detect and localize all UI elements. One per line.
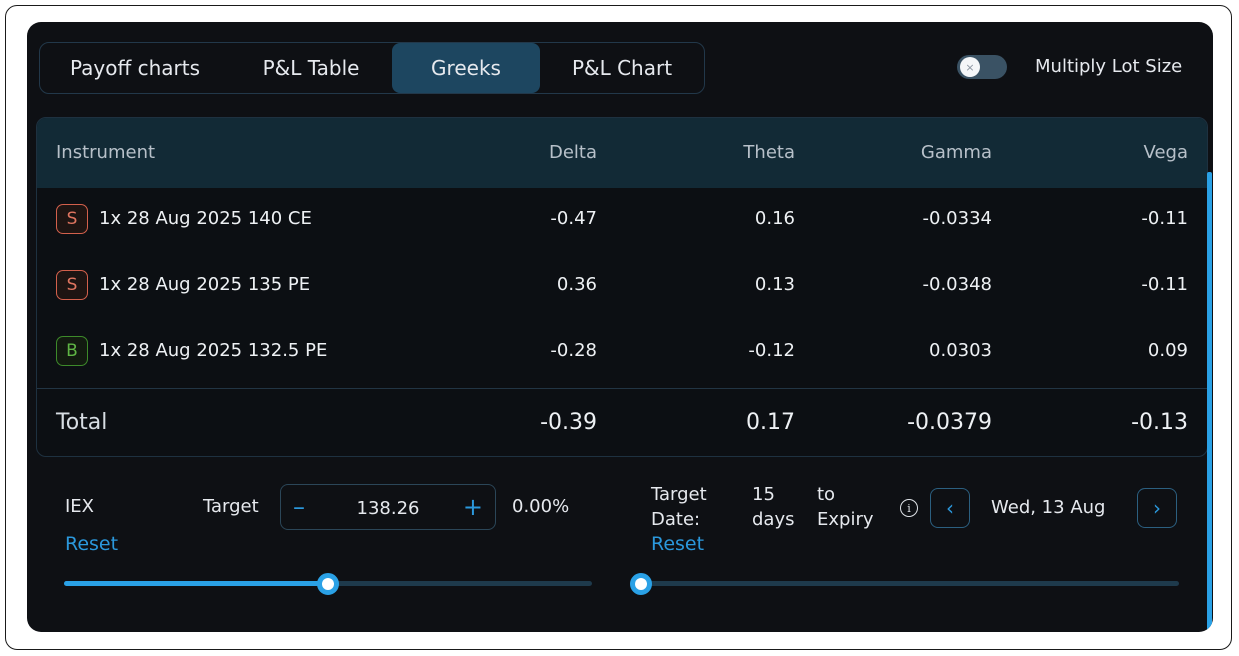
target-label: Target: [203, 496, 259, 517]
chevron-left-icon: ‹: [946, 496, 954, 520]
theta-value: 0.16: [754, 208, 795, 229]
header-gamma: Gamma: [920, 142, 992, 163]
total-gamma: -0.0379: [907, 410, 992, 435]
target-date-label-line1: Target: [651, 484, 707, 505]
greeks-table: Instrument Delta Theta Gamma Vega S 1x 2…: [36, 117, 1208, 457]
total-vega: -0.13: [1131, 410, 1188, 435]
target-price-value[interactable]: 138.26: [356, 498, 420, 519]
target-date-label-line2: Date:: [651, 509, 701, 530]
gamma-value: 0.0303: [929, 340, 992, 361]
target-slider-thumb[interactable]: [317, 573, 339, 595]
gamma-value: -0.0348: [922, 274, 992, 295]
previous-date-button[interactable]: ‹: [930, 488, 970, 528]
decrement-button[interactable]: –: [293, 493, 305, 521]
chevron-right-icon: ›: [1153, 496, 1161, 520]
total-theta: 0.17: [746, 410, 795, 435]
scrollbar[interactable]: [1207, 172, 1212, 632]
delta-value: -0.28: [550, 340, 597, 361]
tab-greeks[interactable]: Greeks: [392, 43, 540, 93]
total-label: Total: [56, 410, 108, 435]
next-date-button[interactable]: ›: [1137, 488, 1177, 528]
symbol-label: IEX: [65, 496, 95, 517]
sell-badge: S: [56, 270, 88, 300]
theta-value: -0.12: [748, 340, 795, 361]
instrument-name: 1x 28 Aug 2025 132.5 PE: [99, 340, 328, 361]
tab-pnl-chart[interactable]: P&L Chart: [571, 56, 673, 80]
header-theta: Theta: [743, 142, 795, 163]
to-expiry-line2: Expiry: [817, 509, 874, 530]
target-slider-fill: [64, 581, 328, 586]
sell-badge: S: [56, 204, 88, 234]
target-change-percent: 0.00%: [512, 496, 570, 517]
vega-value: -0.11: [1141, 208, 1188, 229]
to-expiry-line1: to: [817, 484, 836, 505]
days-unit: days: [752, 509, 795, 530]
vega-value: 0.09: [1147, 340, 1188, 361]
multiply-lot-size-label: Multiply Lot Size: [1035, 56, 1183, 77]
instrument-name: 1x 28 Aug 2025 140 CE: [99, 208, 312, 229]
tab-bar: Payoff charts P&L Table Greeks P&L Chart: [39, 42, 705, 94]
target-date-reset-link[interactable]: Reset: [651, 533, 705, 555]
tab-payoff-charts[interactable]: Payoff charts: [69, 56, 201, 80]
multiply-lot-size-toggle-wrap: ×: [957, 55, 1007, 79]
total-divider: [37, 388, 1207, 389]
increment-button[interactable]: +: [462, 493, 483, 521]
gamma-value: -0.0334: [922, 208, 992, 229]
theta-value: 0.13: [754, 274, 795, 295]
date-slider-thumb[interactable]: [630, 573, 652, 595]
days-value: 15: [752, 484, 775, 505]
instrument-name: 1x 28 Aug 2025 135 PE: [99, 274, 311, 295]
close-icon: ×: [960, 57, 980, 77]
target-price-stepper: – 138.26 +: [280, 484, 496, 530]
header-instrument: Instrument: [56, 142, 156, 163]
delta-value: 0.36: [556, 274, 597, 295]
greeks-panel: Payoff charts P&L Table Greeks P&L Chart…: [27, 22, 1213, 632]
vega-value: -0.11: [1141, 274, 1188, 295]
delta-value: -0.47: [550, 208, 597, 229]
info-icon[interactable]: i: [900, 499, 918, 517]
date-slider-track[interactable]: [641, 581, 1179, 586]
table-header: Instrument Delta Theta Gamma Vega: [37, 118, 1207, 188]
buy-badge: B: [56, 336, 88, 366]
target-date-value: Wed, 13 Aug: [991, 497, 1106, 518]
total-delta: -0.39: [540, 410, 597, 435]
multiply-lot-size-toggle[interactable]: ×: [957, 55, 1007, 79]
tab-pnl-table[interactable]: P&L Table: [262, 56, 360, 80]
header-delta: Delta: [548, 142, 597, 163]
header-vega: Vega: [1143, 142, 1188, 163]
target-reset-link[interactable]: Reset: [65, 533, 119, 555]
